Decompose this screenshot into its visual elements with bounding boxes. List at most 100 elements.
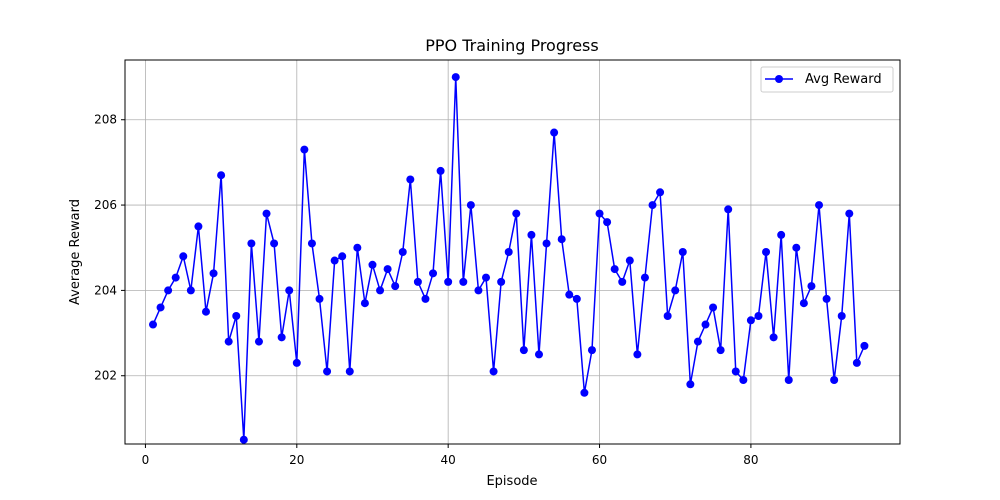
plot-area [124, 59, 901, 445]
legend-box [760, 66, 894, 93]
series-line [152, 76, 866, 441]
data-point [209, 269, 218, 278]
x-tick-label: 40 [441, 453, 456, 467]
data-point [557, 235, 566, 244]
data-point [640, 273, 649, 282]
data-point [171, 273, 180, 282]
data-point [149, 320, 158, 329]
data-point [830, 376, 839, 384]
data-point [368, 260, 377, 269]
data-point [315, 294, 324, 303]
data-point [300, 145, 309, 154]
data-point [678, 248, 687, 256]
data-point [671, 286, 680, 295]
data-point [565, 290, 574, 299]
data-point [239, 435, 248, 444]
data-point [822, 294, 831, 303]
x-axis-label: Episode [486, 474, 537, 489]
data-point [625, 256, 634, 265]
data-point [232, 312, 241, 320]
data-point [527, 230, 536, 239]
data-point [762, 248, 771, 256]
data-point [254, 337, 263, 346]
data-point [360, 299, 369, 308]
x-tick-label: 0 [142, 453, 150, 467]
legend-label: Avg Reward [805, 72, 882, 87]
y-axis-label: Average Reward [68, 199, 83, 305]
data-point [345, 367, 354, 376]
data-point [837, 312, 846, 320]
data-point [194, 222, 203, 231]
data-point [777, 230, 786, 239]
data-point [587, 346, 596, 355]
data-point [580, 388, 589, 397]
data-point [701, 320, 710, 329]
data-point [663, 312, 672, 320]
data-point [323, 367, 332, 376]
data-point [852, 358, 861, 367]
data-point [277, 333, 286, 342]
data-point [807, 282, 816, 291]
data-point [376, 286, 385, 295]
data-point [383, 265, 392, 274]
data-point [739, 376, 748, 384]
x-tick-label: 80 [743, 453, 758, 467]
data-point [489, 367, 498, 376]
data-point [217, 171, 226, 180]
data-point [292, 358, 301, 367]
legend: Avg Reward [760, 66, 894, 93]
data-point [550, 128, 559, 137]
data-point [709, 303, 718, 312]
data-point [285, 286, 294, 295]
x-axis-ticks: 0 20 40 60 80 [142, 444, 759, 467]
data-point [421, 294, 430, 303]
data-point [769, 333, 778, 342]
data-point [307, 239, 316, 248]
data-point [799, 299, 808, 308]
data-point [656, 188, 665, 197]
data-point [860, 341, 869, 350]
data-point [406, 175, 415, 184]
data-point [731, 367, 740, 376]
data-point [466, 201, 475, 210]
data-point [398, 248, 407, 256]
data-point [724, 205, 733, 214]
data-point [633, 350, 642, 359]
x-tick-label: 20 [289, 453, 304, 467]
y-tick-label: 206 [94, 198, 117, 212]
data-point [542, 239, 551, 248]
data-point [686, 380, 695, 389]
data-point [512, 209, 521, 218]
data-point [746, 316, 755, 325]
data-point [429, 269, 438, 278]
data-point [247, 239, 256, 248]
data-point [156, 303, 165, 312]
chart-title: PPO Training Progress [425, 36, 598, 55]
y-tick-label: 208 [94, 113, 117, 127]
data-point [353, 243, 362, 252]
data-point [792, 243, 801, 252]
data-point [519, 346, 528, 355]
data-point [164, 286, 173, 295]
data-point [784, 376, 793, 384]
data-point [224, 337, 233, 346]
legend-marker [775, 75, 783, 83]
data-point [330, 256, 339, 265]
data-point [474, 286, 483, 295]
data-point [595, 209, 604, 218]
data-point [716, 346, 725, 355]
y-tick-label: 202 [94, 369, 117, 383]
data-point [459, 277, 468, 286]
data-point [534, 350, 543, 359]
data-point [754, 312, 763, 320]
data-point [693, 337, 702, 346]
data-point [451, 73, 460, 82]
data-point [270, 239, 279, 248]
data-point [572, 294, 581, 303]
data-point [262, 209, 271, 218]
data-point [845, 209, 854, 218]
data-point [497, 277, 506, 286]
y-tick-label: 204 [94, 283, 117, 297]
data-point [444, 277, 453, 286]
